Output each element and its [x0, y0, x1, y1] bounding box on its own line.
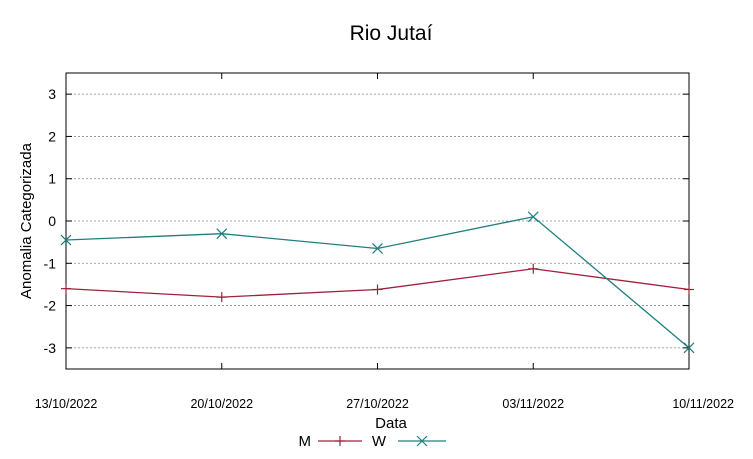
y-tick-label: 3	[48, 86, 56, 102]
y-tick-label: 0	[48, 213, 56, 229]
x-tick-label: 20/10/2022	[190, 397, 253, 411]
y-tick-label: 1	[48, 171, 56, 187]
x-axis-ticks: 13/10/2022 20/10/2022 27/10/2022 03/11/2022…	[35, 73, 734, 411]
series-lines	[60, 211, 695, 354]
y-axis-ticks: 3 2 1 0 -1 -2 -3	[44, 86, 689, 356]
legend-label-W: W	[372, 433, 387, 450]
chart-title: Rio Jutaí	[350, 22, 433, 45]
data-point-W	[527, 211, 539, 223]
data-point-W	[372, 243, 383, 254]
y-tick-label: 2	[48, 128, 56, 144]
legend-marker-M	[335, 436, 345, 446]
x-tick-label: 27/10/2022	[346, 397, 409, 411]
y-tick-label: -2	[44, 298, 57, 314]
series-line-W	[65, 216, 690, 349]
data-point-W	[60, 234, 72, 246]
data-point-M	[216, 292, 227, 303]
data-point-M	[372, 284, 383, 295]
x-tick-label: 10/11/2022	[672, 397, 734, 411]
data-point-M	[61, 283, 71, 294]
data-point-M	[684, 284, 694, 295]
y-tick-label: -1	[44, 255, 57, 271]
data-point-W	[683, 342, 695, 354]
data-point-M	[528, 263, 539, 274]
legend-label-M: M	[299, 433, 312, 450]
data-point-W	[216, 228, 228, 240]
legend-marker-W	[416, 435, 428, 447]
x-tick-label: 13/10/2022	[35, 397, 98, 411]
y-axis-label: Anomalia Categorizada	[18, 142, 35, 299]
grid-lines	[66, 93, 689, 349]
x-tick-label: 03/11/2022	[502, 397, 564, 411]
x-axis-label: Data	[375, 415, 407, 432]
y-tick-label: -3	[44, 340, 57, 356]
